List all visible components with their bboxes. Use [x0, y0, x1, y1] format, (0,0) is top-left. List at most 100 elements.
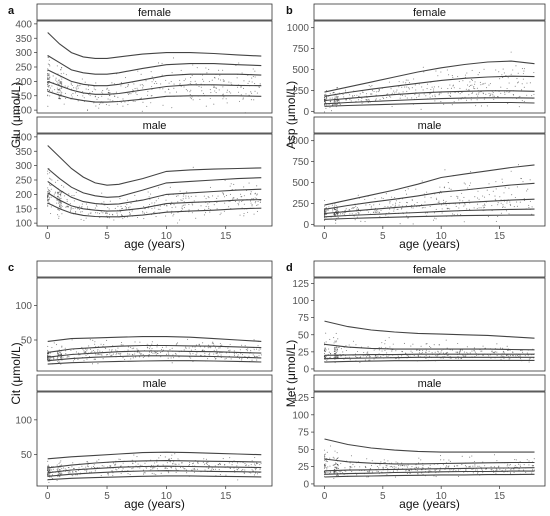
scatter-point	[406, 466, 409, 468]
x-tick-label: 10	[161, 231, 173, 242]
scatter-point	[66, 86, 68, 89]
scatter-point	[97, 363, 99, 365]
scatter-point	[351, 213, 353, 215]
scatter-point	[107, 206, 109, 209]
y-tick-label: 25	[298, 347, 310, 358]
scatter-point	[58, 196, 60, 199]
scatter-point	[330, 110, 333, 112]
scatter-point	[141, 84, 143, 86]
scatter-point	[115, 349, 117, 351]
scatter-point	[175, 468, 177, 470]
scatter-point	[183, 204, 185, 206]
scatter-point	[469, 466, 471, 468]
scatter-point	[415, 188, 417, 190]
scatter-point	[58, 361, 60, 364]
scatter-point	[364, 359, 366, 361]
scatter-point	[173, 213, 175, 215]
scatter-point	[445, 466, 447, 468]
scatter-point	[368, 99, 371, 101]
scatter-point	[427, 467, 429, 469]
scatter-point	[351, 470, 353, 473]
scatter-point	[120, 82, 122, 84]
scatter-point	[336, 213, 338, 215]
scatter-point	[205, 463, 207, 465]
scatter-point	[56, 91, 58, 93]
scatter-point	[323, 459, 326, 461]
scatter-point	[454, 91, 456, 94]
scatter-point	[457, 197, 459, 199]
y-tick-label: 1000	[287, 23, 310, 34]
scatter-point	[529, 82, 531, 84]
scatter-point	[487, 216, 489, 218]
scatter-point	[250, 91, 252, 93]
scatter-point	[85, 351, 87, 353]
scatter-point	[384, 343, 386, 345]
scatter-point	[189, 353, 191, 355]
scatter-point	[414, 84, 416, 86]
scatter-point	[259, 201, 261, 204]
scatter-point	[76, 94, 79, 97]
scatter-point	[255, 472, 257, 474]
scatter-point	[398, 81, 400, 83]
scatter-point	[86, 358, 88, 360]
scatter-point	[60, 472, 62, 474]
scatter-point	[66, 356, 68, 358]
y-tick-label: 300	[15, 161, 32, 172]
scatter-point	[458, 352, 460, 354]
scatter-point	[144, 462, 146, 464]
scatter-point	[257, 462, 259, 465]
scatter-point	[498, 466, 500, 468]
scatter-point	[58, 83, 60, 85]
scatter-point	[202, 78, 204, 80]
scatter-point	[213, 86, 215, 88]
scatter-point	[456, 351, 458, 353]
scatter-point	[251, 460, 253, 462]
scatter-point	[474, 465, 476, 467]
scatter-point	[337, 346, 339, 348]
scatter-point	[64, 347, 66, 349]
centile-curve	[324, 473, 535, 478]
scatter-point	[106, 339, 108, 342]
scatter-point	[257, 200, 259, 202]
centile-curve	[47, 80, 262, 95]
scatter-point	[48, 189, 50, 191]
scatter-point	[517, 463, 520, 465]
scatter-point	[440, 71, 442, 73]
scatter-point	[260, 348, 262, 350]
scatter-point	[352, 340, 355, 342]
scatter-point	[349, 462, 351, 464]
scatter-point	[438, 93, 440, 95]
scatter-point	[459, 350, 461, 353]
scatter-point	[185, 197, 187, 199]
scatter-point	[356, 474, 358, 476]
scatter-point	[132, 467, 134, 469]
scatter-point	[190, 98, 193, 100]
scatter-point	[492, 95, 494, 97]
scatter-point	[407, 355, 409, 357]
scatter-point	[485, 468, 487, 470]
scatter-point	[405, 215, 408, 217]
scatter-point	[465, 355, 467, 357]
scatter-point	[323, 199, 326, 202]
scatter-point	[489, 83, 491, 85]
scatter-point	[248, 465, 250, 467]
scatter-point	[191, 212, 193, 214]
scatter-point	[412, 223, 414, 225]
scatter-point	[189, 82, 191, 85]
x-axis-title: age (years)	[124, 497, 185, 511]
scatter-point	[59, 353, 61, 356]
scatter-point	[421, 207, 423, 209]
scatter-point	[47, 460, 49, 462]
scatter-point	[398, 204, 400, 206]
scatter-point	[192, 204, 194, 206]
scatter-point	[516, 78, 518, 80]
scatter-point	[522, 73, 524, 75]
scatter-point	[189, 461, 191, 464]
scatter-point	[449, 208, 451, 210]
scatter-point	[54, 191, 57, 193]
scatter-point	[497, 202, 499, 204]
scatter-point	[391, 196, 393, 198]
scatter-point	[515, 355, 517, 357]
scatter-point	[126, 216, 128, 218]
scatter-point	[447, 92, 449, 94]
